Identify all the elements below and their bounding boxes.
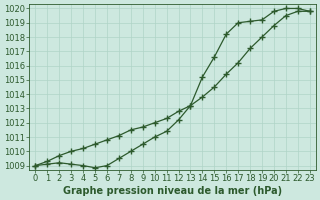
X-axis label: Graphe pression niveau de la mer (hPa): Graphe pression niveau de la mer (hPa) bbox=[63, 186, 282, 196]
